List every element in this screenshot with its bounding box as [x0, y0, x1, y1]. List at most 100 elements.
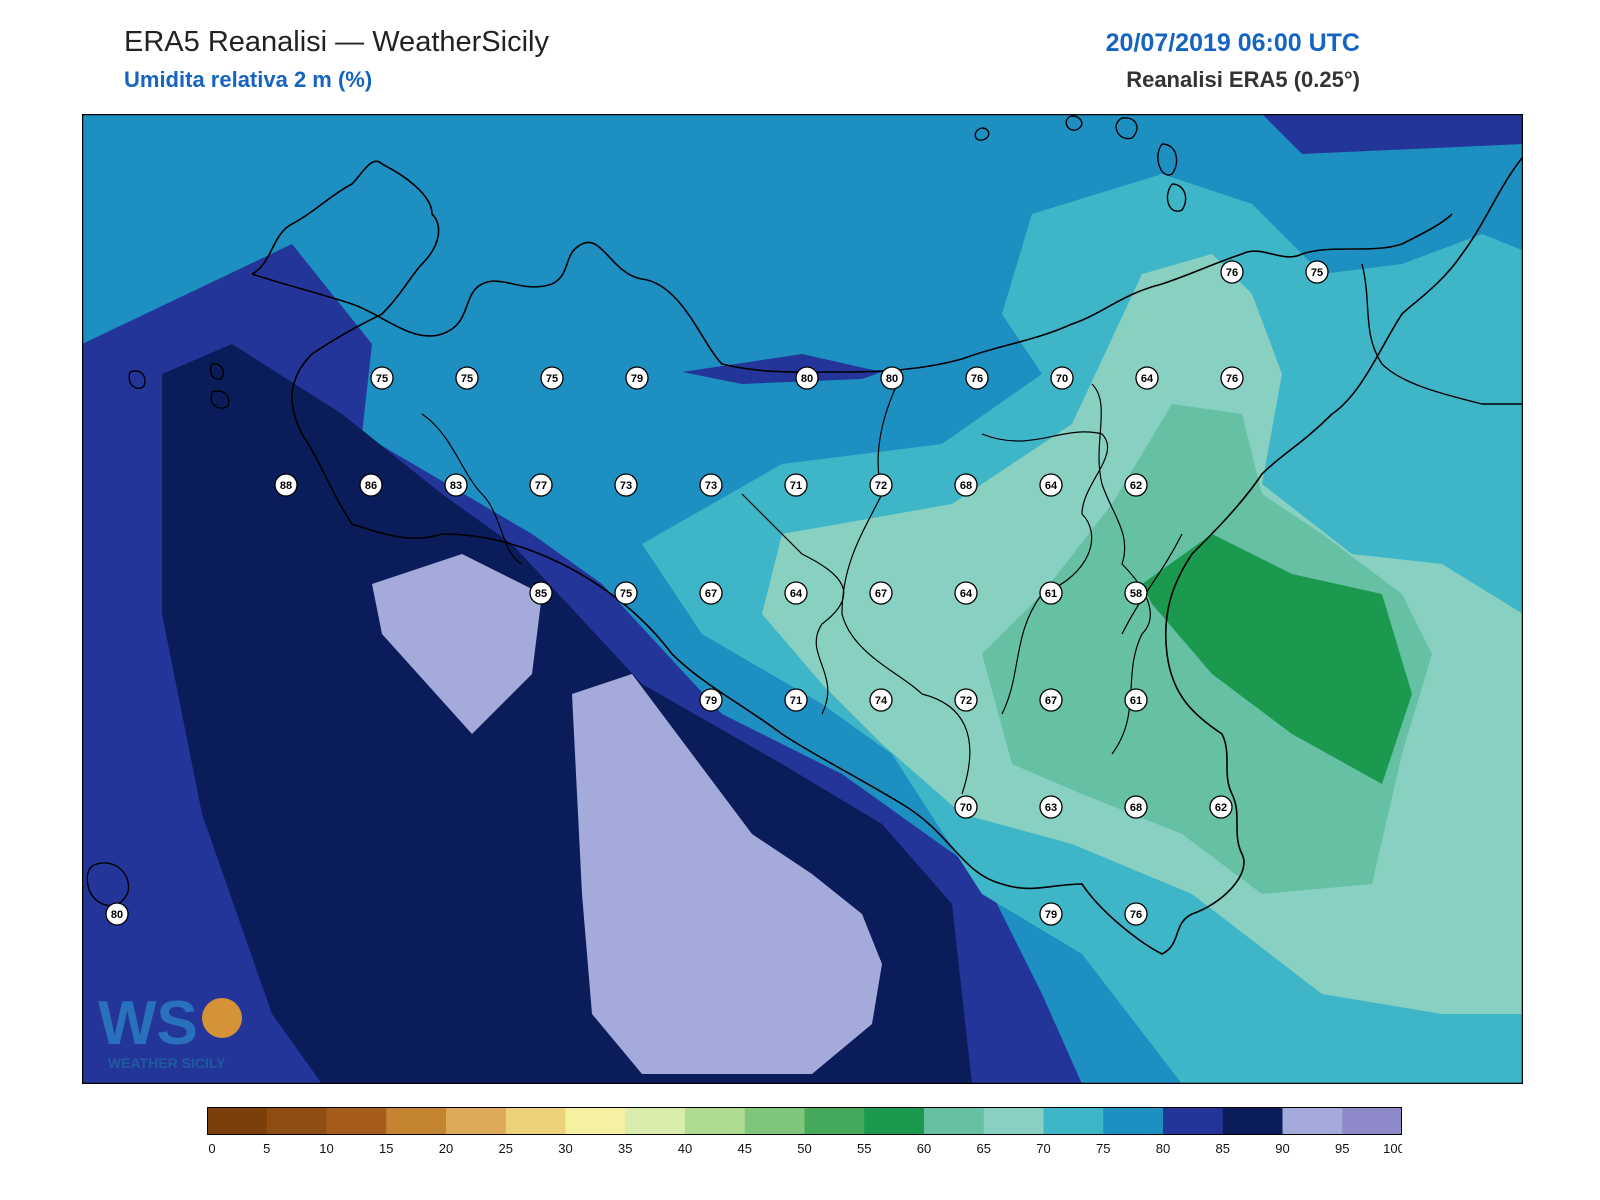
colorbar-tick-label: 55 — [857, 1141, 871, 1156]
station-value: 61 — [1130, 695, 1142, 707]
station-marker: 75 — [540, 366, 564, 390]
station-value: 75 — [1311, 267, 1323, 279]
station-marker: 79 — [1039, 902, 1063, 926]
station-marker: 76 — [1124, 902, 1148, 926]
aeolian-islands — [974, 115, 1187, 212]
colorbar — [207, 1107, 1402, 1135]
station-marker: 80 — [105, 902, 129, 926]
colorbar-segment — [924, 1107, 985, 1135]
station-value: 64 — [960, 588, 973, 600]
colorbar-tick-label: 45 — [738, 1141, 752, 1156]
logo-letters: WS — [98, 989, 198, 1058]
colorbar-tick-label: 95 — [1335, 1141, 1349, 1156]
colorbar-segment — [266, 1107, 327, 1135]
station-marker: 70 — [1050, 366, 1074, 390]
colorbar-segment — [1103, 1107, 1164, 1135]
colorbar-segment — [386, 1107, 447, 1135]
humidity-map: 75 75 75 79 80 80 76 70 64 76 76 75 88 86 83 77 73 73 71 72… — [82, 114, 1523, 1084]
colorbar-segment — [983, 1107, 1044, 1135]
station-marker: 83 — [444, 473, 468, 497]
station-marker: 75 — [455, 366, 479, 390]
colorbar-segment — [744, 1107, 805, 1135]
station-value: 71 — [790, 480, 802, 492]
station-marker: 72 — [869, 473, 893, 497]
egadi-islands — [128, 363, 230, 409]
station-value: 64 — [790, 588, 803, 600]
station-marker: 67 — [869, 581, 893, 605]
station-value: 75 — [376, 373, 388, 385]
humidity-band-80-85-ne — [1262, 114, 1523, 154]
colorbar-tick-label: 30 — [558, 1141, 572, 1156]
station-value: 62 — [1215, 802, 1227, 814]
station-marker: 86 — [359, 473, 383, 497]
calabria-coast — [1361, 263, 1523, 405]
station-value: 85 — [535, 588, 547, 600]
station-value: 86 — [365, 480, 377, 492]
station-value: 76 — [1226, 267, 1238, 279]
colorbar-tick-label: 70 — [1036, 1141, 1050, 1156]
station-value: 75 — [620, 588, 632, 600]
humidity-band-80-85-north — [682, 354, 882, 384]
colorbar-segment — [505, 1107, 566, 1135]
colorbar-segment — [1222, 1107, 1283, 1135]
humidity-band-55-60 — [1142, 534, 1412, 784]
colorbar-tick-label: 40 — [678, 1141, 692, 1156]
station-marker: 75 — [370, 366, 394, 390]
station-marker: 71 — [784, 473, 808, 497]
station-value: 74 — [875, 695, 888, 707]
station-marker: 64 — [1039, 473, 1063, 497]
station-marker: 62 — [1124, 473, 1148, 497]
colorbar-segment — [685, 1107, 746, 1135]
colorbar-segment — [864, 1107, 925, 1135]
colorbar-tick-label: 10 — [319, 1141, 333, 1156]
station-value: 68 — [960, 480, 972, 492]
station-value: 77 — [535, 480, 547, 492]
station-value: 80 — [886, 373, 898, 385]
weathersicily-logo: WS WEATHER SICILY — [96, 984, 256, 1074]
station-value: 71 — [790, 695, 802, 707]
colorbar-tick-label: 20 — [439, 1141, 453, 1156]
station-value: 68 — [1130, 802, 1142, 814]
station-marker: 85 — [529, 581, 553, 605]
colorbar-segment — [804, 1107, 865, 1135]
station-marker: 73 — [699, 473, 723, 497]
humidity-band-90-95-a — [372, 554, 542, 734]
station-value: 73 — [705, 480, 717, 492]
logo-text: WEATHER SICILY — [108, 1055, 226, 1071]
station-marker: 62 — [1209, 795, 1233, 819]
station-value: 73 — [620, 480, 632, 492]
station-marker: 71 — [784, 688, 808, 712]
colorbar-segment — [565, 1107, 626, 1135]
station-marker: 75 — [614, 581, 638, 605]
map-title: ERA5 Reanalisi — WeatherSicily — [124, 26, 549, 58]
station-marker: 75 — [1305, 260, 1329, 284]
station-value: 67 — [875, 588, 887, 600]
colorbar-segment — [446, 1107, 507, 1135]
colorbar-tick-label: 90 — [1275, 1141, 1289, 1156]
station-marker: 70 — [954, 795, 978, 819]
station-value: 61 — [1045, 588, 1057, 600]
station-marker: 58 — [1124, 581, 1148, 605]
station-marker: 79 — [699, 688, 723, 712]
station-value: 72 — [960, 695, 972, 707]
colorbar-segment — [326, 1107, 387, 1135]
colorbar-tick-label: 75 — [1096, 1141, 1110, 1156]
station-value: 58 — [1130, 588, 1142, 600]
station-value: 76 — [1130, 909, 1142, 921]
station-marker: 76 — [1220, 366, 1244, 390]
colorbar-tick-label: 60 — [917, 1141, 931, 1156]
station-marker: 68 — [1124, 795, 1148, 819]
valid-datetime: 20/07/2019 06:00 UTC — [1105, 29, 1360, 57]
station-value: 83 — [450, 480, 462, 492]
station-marker: 76 — [965, 366, 989, 390]
station-value: 79 — [1045, 909, 1057, 921]
station-marker: 73 — [614, 473, 638, 497]
colorbar-tick-label: 50 — [797, 1141, 811, 1156]
colorbar-frame — [207, 1107, 1402, 1135]
station-marker: 61 — [1124, 688, 1148, 712]
humidity-band-90-95-b — [572, 674, 882, 1074]
variable-subtitle: Umidita relativa 2 m (%) — [124, 67, 373, 92]
station-marker: 63 — [1039, 795, 1063, 819]
colorbar-tick-label: 15 — [379, 1141, 393, 1156]
station-value: 64 — [1141, 373, 1154, 385]
